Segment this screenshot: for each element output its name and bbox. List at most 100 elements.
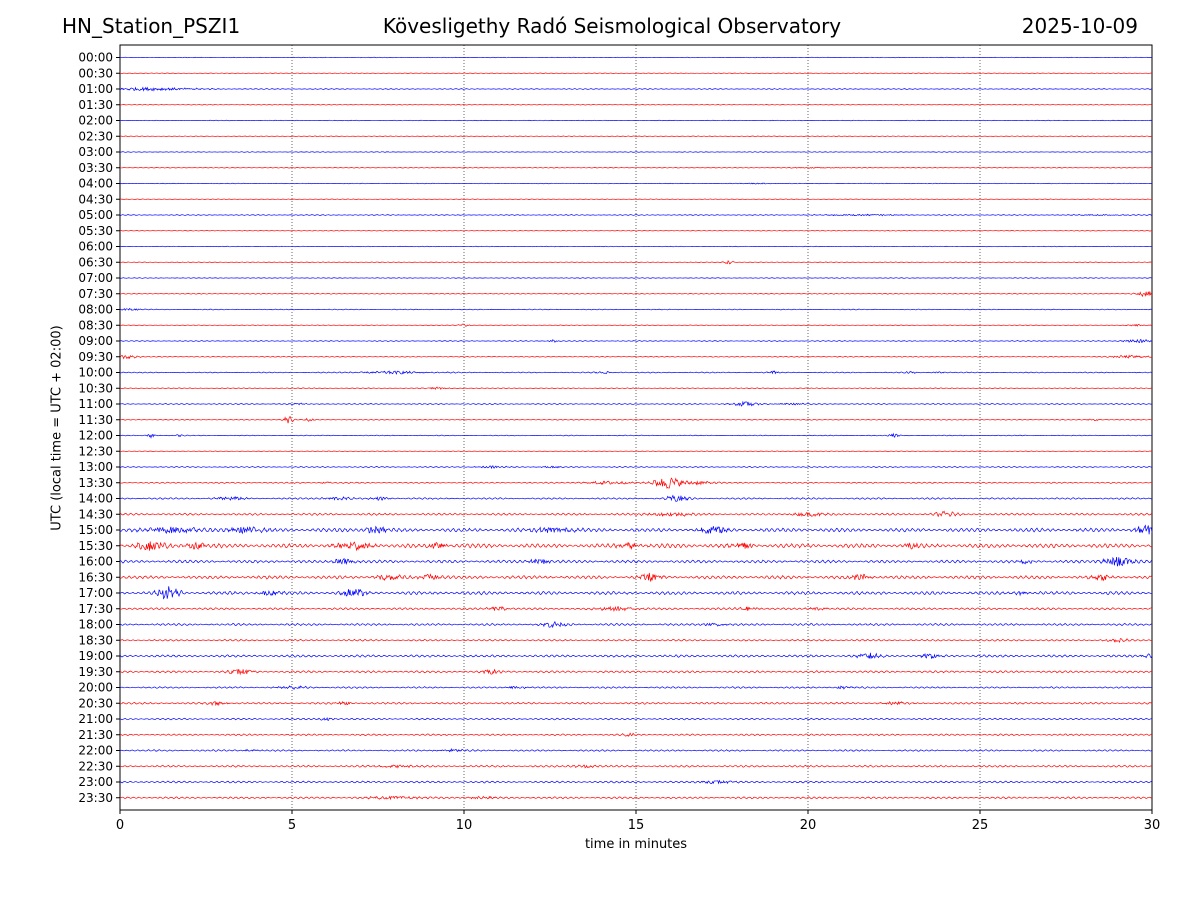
y-tick-label: 12:30	[78, 444, 113, 458]
y-tick-label: 09:00	[78, 334, 113, 348]
y-tick-label: 02:30	[78, 129, 113, 143]
trace-0100	[119, 86, 1153, 92]
y-tick-label: 15:00	[78, 523, 113, 537]
y-tick-label: 23:00	[78, 775, 113, 789]
trace-0830	[119, 323, 1153, 327]
y-tick-label: 11:30	[78, 413, 113, 427]
y-tick-label: 03:00	[78, 145, 113, 159]
trace-1930	[119, 668, 1153, 676]
trace-0230	[119, 135, 1153, 137]
trace-1900	[119, 652, 1153, 660]
trace-0600	[119, 245, 1152, 248]
trace-2100	[119, 717, 1153, 721]
trace-1130	[119, 416, 1153, 424]
trace-0000	[119, 56, 1153, 59]
x-tick-label: 25	[972, 818, 989, 833]
trace-2030	[119, 700, 1153, 707]
trace-0030	[119, 72, 1153, 74]
station-name: HN_Station_PSZI1	[62, 14, 241, 38]
x-axis-label: time in minutes	[584, 837, 688, 852]
y-tick-label: 05:30	[78, 224, 113, 238]
x-tick-label: 0	[116, 818, 124, 833]
trace-1700	[119, 586, 1153, 600]
trace-0800	[119, 307, 1153, 311]
trace-1200	[120, 432, 1153, 439]
trace-2330	[119, 795, 1153, 801]
trace-2200	[119, 748, 1153, 753]
y-tick-label: 02:00	[78, 114, 113, 128]
trace-1630	[119, 572, 1153, 582]
y-tick-label: 18:00	[78, 618, 113, 632]
trace-1430	[119, 510, 1153, 518]
y-tick-label: 20:30	[78, 696, 113, 710]
y-tick-label: 21:00	[78, 712, 113, 726]
trace-2130	[119, 732, 1153, 737]
y-tick-label: 22:00	[78, 744, 113, 758]
y-tick-label: 06:00	[78, 240, 113, 254]
y-tick-label: 04:00	[78, 177, 113, 191]
trace-1530	[119, 541, 1153, 552]
y-tick-label: 20:00	[78, 681, 113, 695]
y-tick-label: 11:00	[78, 397, 113, 411]
y-tick-label: 09:30	[78, 350, 113, 364]
y-tick-label: 16:00	[78, 555, 113, 569]
y-tick-label: 10:30	[78, 381, 113, 395]
x-tick-label: 5	[288, 818, 296, 833]
trace-0430	[119, 198, 1153, 200]
trace-0630	[119, 260, 1153, 265]
trace-2300	[119, 779, 1153, 785]
y-tick-label: 07:30	[78, 287, 113, 301]
y-tick-label: 14:00	[78, 492, 113, 506]
x-tick-label: 30	[1144, 818, 1161, 833]
y-tick-label: 08:30	[78, 318, 113, 332]
y-tick-label: 21:30	[78, 728, 113, 742]
y-tick-label: 08:00	[78, 303, 113, 317]
observatory-title: Kövesligethy Radó Seismological Observat…	[382, 14, 842, 38]
trace-0900	[119, 338, 1153, 344]
y-tick-label: 22:30	[78, 759, 113, 773]
y-tick-label: 05:00	[78, 208, 113, 222]
y-tick-label: 07:00	[78, 271, 113, 285]
y-tick-label: 16:30	[78, 570, 113, 584]
trace-0300	[119, 151, 1153, 153]
y-tick-label: 15:30	[78, 539, 113, 553]
trace-1500	[119, 524, 1153, 535]
y-tick-label: 13:30	[78, 476, 113, 490]
trace-1730	[119, 605, 1153, 612]
y-tick-label: 17:30	[78, 602, 113, 616]
y-tick-label: 19:30	[78, 665, 113, 679]
trace-0700	[119, 277, 1153, 279]
x-tick-label: 20	[800, 818, 817, 833]
x-tick-label: 10	[456, 818, 473, 833]
trace-1800	[119, 620, 1153, 629]
y-axis-label: UTC (local time = UTC + 02:00)	[49, 325, 65, 531]
y-tick-label: 18:30	[78, 633, 113, 647]
trace-1100	[119, 400, 1153, 407]
y-tick-label: 23:30	[78, 791, 113, 805]
y-tick-label: 19:00	[78, 649, 113, 663]
trace-0200	[119, 119, 1153, 122]
y-tick-label: 04:30	[78, 192, 113, 206]
trace-1830	[119, 638, 1153, 643]
trace-1600	[119, 556, 1153, 567]
trace-0730	[119, 291, 1153, 298]
trace-2000	[119, 685, 1153, 691]
trace-0530	[119, 230, 1153, 232]
y-tick-label: 13:00	[78, 460, 113, 474]
trace-0400	[119, 182, 1153, 185]
trace-1300	[119, 465, 1153, 470]
chart-date: 2025-10-09	[1021, 14, 1138, 38]
trace-0500	[119, 213, 1153, 217]
trace-0130	[119, 104, 1153, 106]
trace-1330	[119, 477, 1153, 489]
y-tick-label: 12:00	[78, 429, 113, 443]
trace-0930	[119, 354, 1153, 360]
trace-1000	[119, 370, 1153, 375]
y-tick-label: 10:00	[78, 366, 113, 380]
y-tick-label: 01:00	[78, 82, 113, 96]
y-tick-label: 17:00	[78, 586, 113, 600]
trace-1400	[119, 494, 1153, 502]
x-tick-label: 15	[628, 818, 645, 833]
trace-0330	[119, 166, 1153, 169]
